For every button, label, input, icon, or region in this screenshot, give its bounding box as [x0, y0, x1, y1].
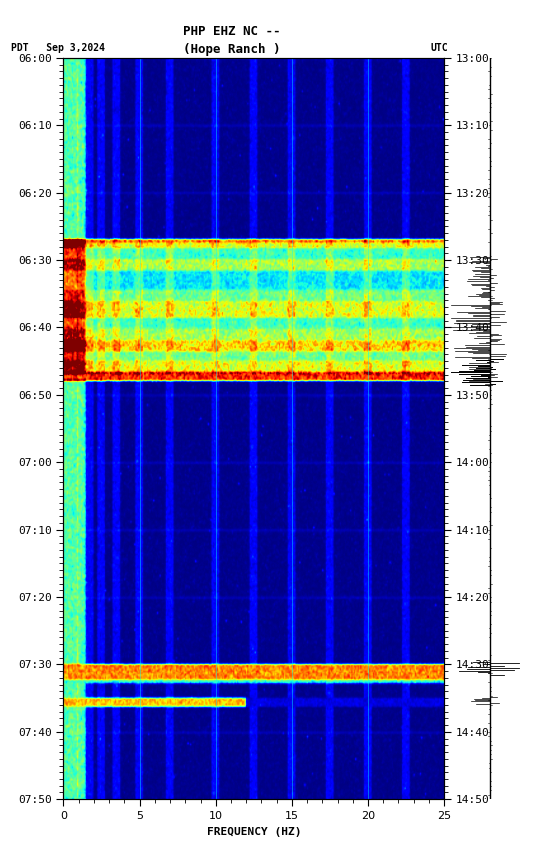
Text: PDT   Sep 3,2024: PDT Sep 3,2024 — [11, 43, 105, 54]
Text: PHP EHZ NC --: PHP EHZ NC -- — [183, 25, 280, 38]
X-axis label: FREQUENCY (HZ): FREQUENCY (HZ) — [206, 827, 301, 836]
Text: UTC: UTC — [431, 43, 448, 54]
Text: (Hope Ranch ): (Hope Ranch ) — [183, 43, 280, 56]
